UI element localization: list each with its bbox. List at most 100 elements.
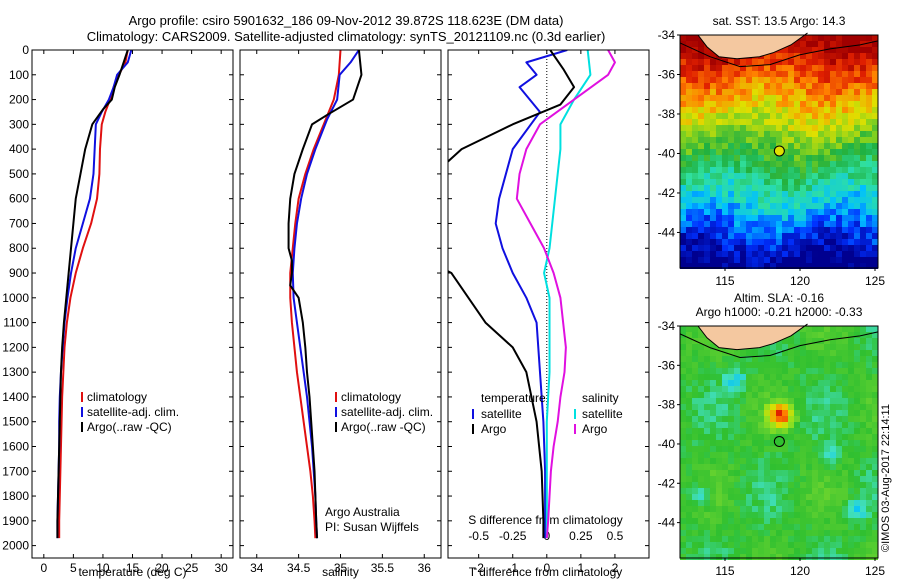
map-cell xyxy=(740,107,746,113)
map-cell xyxy=(764,476,770,482)
map-cell xyxy=(734,470,740,476)
map-cell xyxy=(770,215,776,221)
map-cell xyxy=(830,245,836,251)
map-cell xyxy=(800,542,806,548)
map-cell xyxy=(824,77,830,83)
map-cell xyxy=(806,404,812,410)
map-cell xyxy=(722,542,728,548)
map-cell xyxy=(746,245,752,251)
map-cell xyxy=(842,410,848,416)
map-cell xyxy=(716,83,722,89)
map-cell xyxy=(782,101,788,107)
map-cell xyxy=(812,494,818,500)
map-cell xyxy=(698,500,704,506)
map-cell xyxy=(872,83,878,89)
map-cell xyxy=(794,464,800,470)
map-cell xyxy=(782,149,788,155)
map-cell xyxy=(812,155,818,161)
map-cell xyxy=(704,197,710,203)
sst-map-panel: sat. SST: 13.5 Argo: 14.3-34-36-38-40-42… xyxy=(658,14,886,288)
map-cell xyxy=(686,536,692,542)
map-cell xyxy=(788,518,794,524)
map-cell xyxy=(854,263,860,269)
map-cell xyxy=(764,107,770,113)
map-cell xyxy=(764,368,770,374)
map-cell xyxy=(782,215,788,221)
map-cell xyxy=(710,548,716,554)
map-cell xyxy=(794,524,800,530)
map-cell xyxy=(848,380,854,386)
map-cell xyxy=(716,95,722,101)
map-cell xyxy=(704,344,710,350)
map-cell xyxy=(812,530,818,536)
map-cell xyxy=(806,161,812,167)
land xyxy=(696,32,808,60)
map-cell xyxy=(824,500,830,506)
map-cell xyxy=(854,458,860,464)
map-cell xyxy=(728,167,734,173)
map-cell xyxy=(866,506,872,512)
map-cell xyxy=(866,488,872,494)
map-cell xyxy=(722,233,728,239)
map-cell xyxy=(842,440,848,446)
map-cell xyxy=(800,434,806,440)
map-cell xyxy=(836,362,842,368)
map-cell xyxy=(686,398,692,404)
map-cell xyxy=(680,113,686,119)
map-cell xyxy=(776,179,782,185)
map-cell xyxy=(734,374,740,380)
map-title: Altim. SLA: -0.16 xyxy=(734,291,824,305)
y-tick-label: 200 xyxy=(9,93,29,107)
map-cell xyxy=(824,203,830,209)
map-cell xyxy=(722,518,728,524)
map-cell xyxy=(728,179,734,185)
map-cell xyxy=(818,59,824,65)
map-cell xyxy=(728,398,734,404)
map-cell xyxy=(764,167,770,173)
map-cell xyxy=(746,215,752,221)
map-cell xyxy=(776,89,782,95)
map-cell xyxy=(680,77,686,83)
map-cell xyxy=(782,440,788,446)
map-cell xyxy=(812,500,818,506)
map-cell xyxy=(848,89,854,95)
map-cell xyxy=(716,227,722,233)
map-cell xyxy=(686,101,692,107)
map-cell xyxy=(698,536,704,542)
map-cell xyxy=(836,488,842,494)
map-cell xyxy=(830,410,836,416)
map-cell xyxy=(764,143,770,149)
map-cell xyxy=(818,143,824,149)
map-cell xyxy=(764,77,770,83)
map-cell xyxy=(848,95,854,101)
map-cell xyxy=(872,410,878,416)
map-cell xyxy=(824,155,830,161)
map-cell xyxy=(728,191,734,197)
map-cell xyxy=(866,191,872,197)
map-cell xyxy=(788,554,794,560)
map-cell xyxy=(746,137,752,143)
map-cell xyxy=(860,185,866,191)
map-cell xyxy=(698,434,704,440)
map-cell xyxy=(818,542,824,548)
map-cell xyxy=(872,452,878,458)
map-cell xyxy=(860,518,866,524)
map-cell xyxy=(716,506,722,512)
map-cell xyxy=(806,440,812,446)
map-cell xyxy=(698,554,704,560)
map-cell xyxy=(836,263,842,269)
map-cell xyxy=(746,428,752,434)
map-cell xyxy=(824,506,830,512)
x-tick-label: 15 xyxy=(126,561,140,575)
map-cell xyxy=(734,215,740,221)
map-cell xyxy=(800,488,806,494)
map-cell xyxy=(764,197,770,203)
map-cell xyxy=(710,143,716,149)
map-cell xyxy=(740,422,746,428)
map-cell xyxy=(692,77,698,83)
map-cell xyxy=(806,500,812,506)
map-cell xyxy=(842,35,848,41)
map-cell xyxy=(842,167,848,173)
map-cell xyxy=(680,446,686,452)
map-cell xyxy=(734,263,740,269)
